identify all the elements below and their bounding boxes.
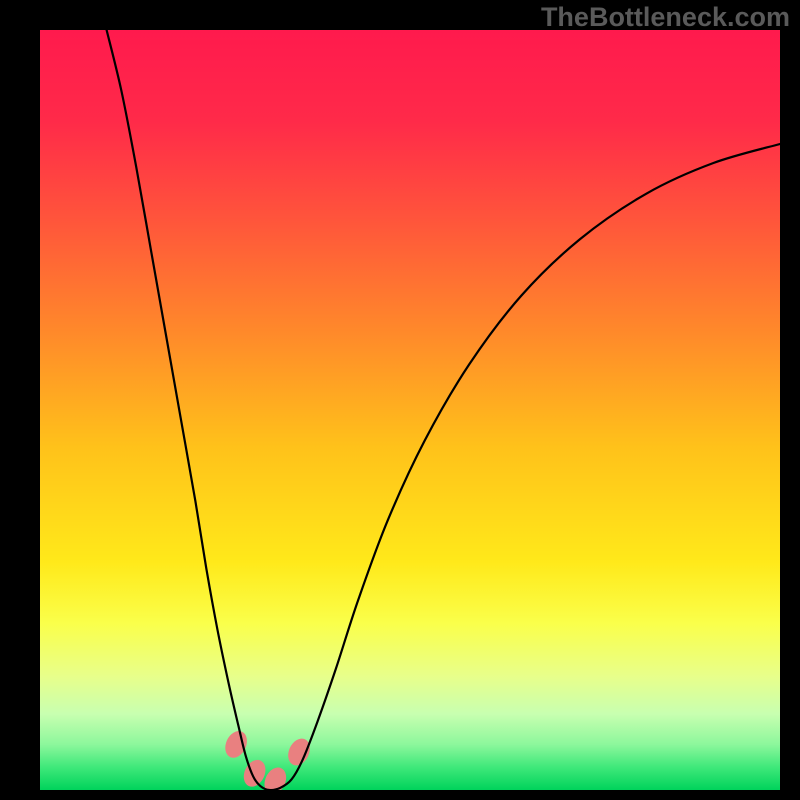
watermark-text: TheBottleneck.com	[541, 2, 790, 33]
gradient-background	[40, 30, 780, 790]
stage: TheBottleneck.com	[0, 0, 800, 800]
bottleneck-chart	[40, 30, 780, 790]
